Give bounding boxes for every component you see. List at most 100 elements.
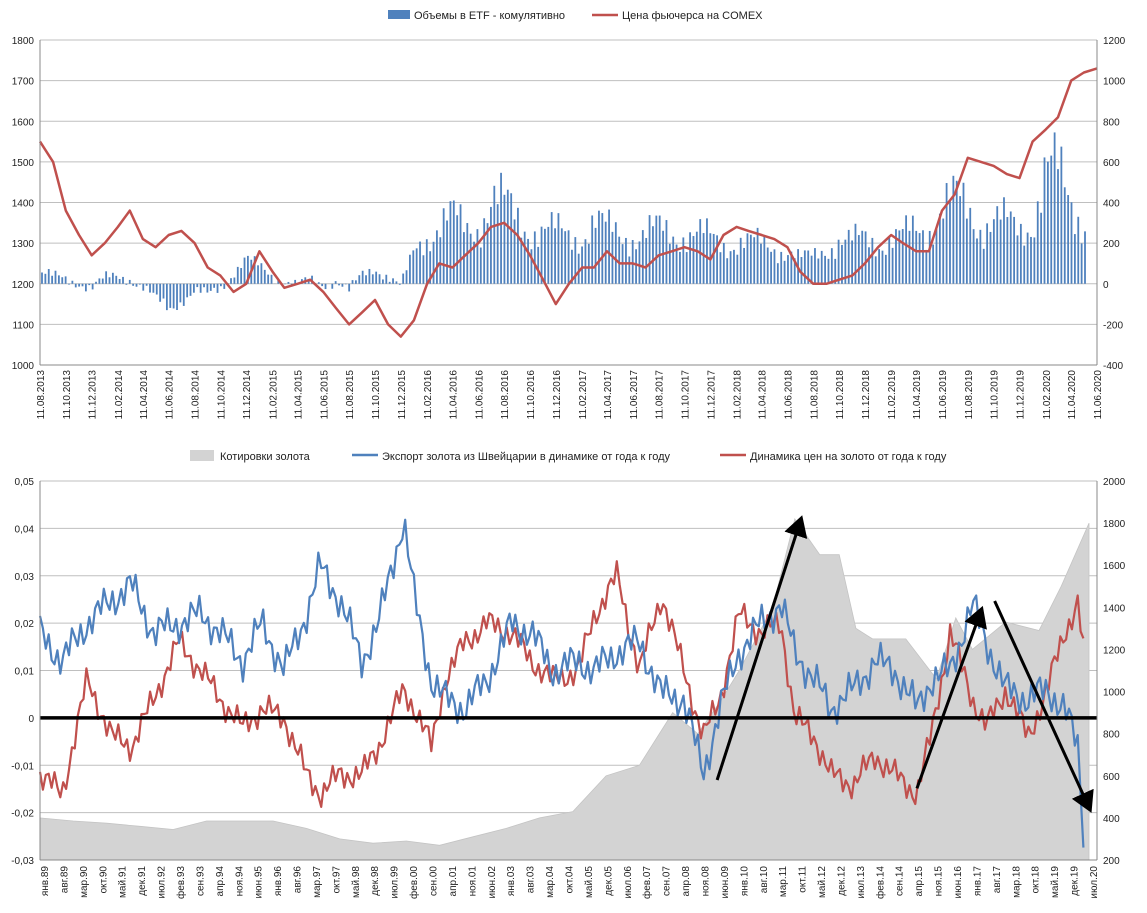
chart1-etf-bar [793,258,796,284]
chart2-right-tick-label: 200 [1103,856,1120,867]
chart1-etf-bar [712,233,715,284]
chart1-etf-bar [905,215,908,284]
chart1-etf-bar [344,283,347,285]
chart2-x-tick-label: сен.00 [429,866,440,896]
chart1-etf-bar [452,200,455,284]
chart1-etf-bar [219,283,222,287]
chart1-x-tick-label: 11.06.2016 [474,370,485,420]
chart2-left-tick-label: 0,04 [15,524,35,535]
chart1-etf-bar [591,215,594,284]
chart2-left-tick-label: 0,03 [15,572,35,583]
chart2-x-tick-label: окт.18 [1031,866,1042,894]
chart1-etf-bar [51,275,54,284]
chart1-etf-bar [523,231,526,284]
chart2-x-tick-label: янв.03 [506,866,517,897]
chart1-etf-bar [118,279,121,284]
chart1-etf-bar [895,229,897,284]
chart1-etf-bar [844,239,847,284]
chart2-x-tick-label: июл.20 [1089,866,1100,899]
chart2-x-tick-label: май.19 [1050,866,1061,898]
chart1-etf-bar [145,283,148,286]
chart1-x-tick-label: 11.06.2014 [165,370,176,420]
chart1-etf-bar [68,283,70,285]
chart1-etf-bar [500,172,502,284]
legend-priceyoy-label: Динамика цен на золото от года к году [750,451,947,463]
chart1-x-tick-label: 11.10.2018 [835,370,846,420]
chart2-right-tick-label: 1000 [1103,688,1126,699]
chart1-left-tick-label: 1300 [12,239,35,250]
chart2-x-tick-label: май.91 [118,866,129,898]
chart1-x-tick-label: 11.10.2014 [216,370,227,420]
chart1-etf-bar [527,238,529,284]
chart1-x-tick-label: 11.12.2016 [552,370,563,420]
chart1-etf-bar [61,277,64,284]
chart1-x-tick-label: 11.10.2015 [371,370,382,420]
chart1-etf-bar [1040,212,1043,284]
chart1-axes [39,40,1098,366]
chart2-x-tick-label: апр.15 [914,866,925,897]
chart1-etf-bar [152,283,155,293]
chart1-comex-price-line [38,67,1098,338]
chart1-etf-bar [341,283,344,287]
chart2-right-tick-label: 1600 [1103,561,1126,572]
chart2-x-tick-label: июн.09 [720,866,731,899]
chart1-etf-bar [517,207,519,284]
chart1-etf-bar [361,270,364,284]
chart1-etf-bar [932,244,935,284]
chart1-etf-bar [874,256,877,284]
chart1-etf-bar [230,278,232,284]
chart2-x-tick-label: окт.90 [98,866,109,894]
chart1-etf-bar [763,235,766,284]
chart1-etf-bar [263,269,266,284]
chart-etf-comex: Объемы в ETF - комулятивно Цена фьючерса… [12,10,1126,419]
chart2-x-tick-label: июл.99 [390,866,401,899]
chart1-x-tick-label: 11.12.2018 [861,370,872,420]
chart1-etf-bar [851,240,853,284]
chart1-etf-bar [685,252,688,284]
chart1-etf-bar [81,283,84,287]
chart1-etf-bar [692,236,695,284]
chart2-x-tick-label: мар.11 [778,866,789,898]
chart1-etf-bar [949,200,951,284]
chart1-etf-bar [355,280,357,284]
chart1-etf-bar [422,255,425,284]
chart1-etf-bar [834,258,837,284]
chart1-etf-bar [706,218,708,284]
chart1-etf-bar [91,283,94,290]
chart1-etf-bar [88,283,91,286]
chart1-etf-bar [331,283,334,289]
chart1-etf-bar [1026,232,1029,284]
chart1-x-tick-label: 11.02.2018 [733,370,744,420]
chart1-x-tick-label: 11.10.2017 [681,370,692,420]
chart1-etf-bar [1006,217,1009,284]
chart1-etf-bar [395,281,398,284]
chart2-x-tick-label: авг.89 [59,866,70,894]
chart1-etf-bar [753,237,756,284]
chart1-x-tick-label: 11.08.2013 [36,370,47,420]
legend-export-label: Экспорт золота из Швейцарии в динамике о… [382,451,670,463]
chart2-left-tick-label: 0 [28,714,34,725]
chart1-etf-bar [236,266,239,284]
chart1-etf-bar [385,274,388,284]
chart1-etf-bar [841,244,843,284]
chart1-etf-bar [861,230,864,284]
chart2-export-yoy-line [38,518,1085,848]
chart1-x-tick-label: 11.10.2013 [62,370,73,420]
chart1-etf-bar [189,283,192,296]
chart2-x-tick-label: дек.91 [137,866,148,896]
chart2-x-tick-label: июл.92 [157,866,168,899]
chart2-x-tick-label: дек.98 [370,866,381,896]
chart1-etf-bar [817,258,820,284]
chart1-etf-bar [868,247,870,284]
chart1-etf-bar [203,283,205,288]
chart1-etf-bar [530,249,533,284]
chart1-etf-bar [439,237,442,284]
chart1-etf-bar [992,219,995,284]
chart1-etf-bar [449,201,452,284]
chart1-etf-bar [1030,236,1032,284]
chart1-gridlines [40,39,1097,366]
chart1-etf-bar [142,283,145,291]
chart1-etf-bar [675,244,678,284]
chart2-x-tick-label: окт.04 [565,866,576,894]
chart1-etf-bar [1060,146,1063,284]
